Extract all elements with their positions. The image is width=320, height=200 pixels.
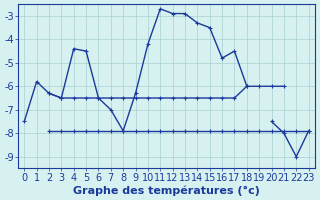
X-axis label: Graphe des températures (°c): Graphe des températures (°c) — [73, 185, 260, 196]
